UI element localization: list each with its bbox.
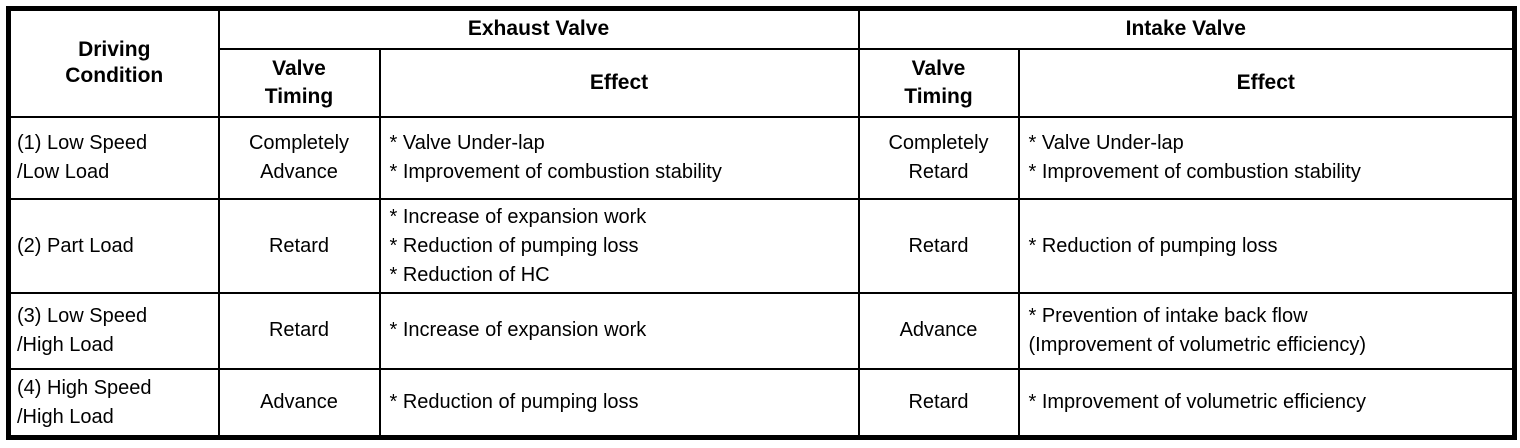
effect-line: * Increase of expansion work: [389, 205, 647, 228]
cell-exhaust-timing: Retard: [217, 291, 381, 371]
effect-line: * Improvement of combustion stability: [1028, 161, 1361, 184]
cell-intake-timing: Completely Retard: [857, 115, 1020, 201]
cell-intake-timing: Advance: [857, 291, 1020, 371]
header-intake-valve-timing: Valve Timing: [857, 47, 1020, 118]
cell-intake-timing: Retard: [857, 198, 1020, 294]
effect-line: * Improvement of volumetric efficiency: [1028, 391, 1367, 414]
table-row-part-load: (2) Part Load Retard * Increase of expan…: [7, 198, 1516, 294]
header-exhaust-effect: Effect: [378, 47, 860, 118]
table-row-low-speed-low-load: (1) Low Speed /Low Load Completely Advan…: [7, 115, 1516, 201]
cell-exhaust-effects: * Valve Under-lap * Improvement of combu…: [378, 115, 860, 201]
cell-exhaust-effects: * Increase of expansion work: [378, 291, 860, 371]
effect-line: * Reduction of pumping loss: [1028, 234, 1278, 257]
cell-intake-effects: * Improvement of volumetric efficiency: [1017, 368, 1516, 439]
effect-line: * Prevention of intake back flow (Improv…: [1028, 304, 1367, 356]
header-exhaust-valve: Exhaust Valve: [217, 7, 860, 50]
effect-line: * Increase of expansion work: [389, 319, 647, 342]
cell-condition: (2) Part Load: [7, 198, 220, 294]
cell-intake-effects: * Valve Under-lap * Improvement of combu…: [1017, 115, 1516, 201]
table-row-low-speed-high-load: (3) Low Speed /High Load Retard * Increa…: [7, 291, 1516, 371]
cell-condition: (1) Low Speed /Low Load: [7, 115, 220, 201]
cell-exhaust-timing: Retard: [217, 198, 381, 294]
effect-line: * Reduction of pumping loss: [389, 391, 639, 414]
cell-exhaust-timing: Completely Advance: [217, 115, 381, 201]
cell-intake-effects: * Reduction of pumping loss: [1017, 198, 1516, 294]
effect-line: * Reduction of pumping loss: [389, 234, 639, 257]
header-intake-effect: Effect: [1017, 47, 1516, 118]
cell-exhaust-timing: Advance: [217, 368, 381, 439]
cell-condition: (3) Low Speed /High Load: [7, 291, 220, 371]
table-subheader-row: Valve Timing Effect Valve Timing Effect: [9, 47, 1516, 118]
valve-timing-table-container: Driving Condition Exhaust Valve Intake V…: [3, 3, 1517, 445]
cell-condition: (4) High Speed /High Load: [7, 368, 220, 439]
effect-line: * Valve Under-lap: [389, 132, 545, 155]
effect-line: * Improvement of combustion stability: [389, 161, 722, 184]
cell-exhaust-effects: * Increase of expansion work * Reduction…: [378, 198, 860, 294]
table-header-group-row: Driving Condition Exhaust Valve Intake V…: [7, 7, 1516, 118]
effect-line: * Reduction of HC: [389, 263, 550, 286]
cell-intake-timing: Retard: [857, 368, 1020, 439]
valve-timing-effect-table: Driving Condition Exhaust Valve Intake V…: [6, 6, 1517, 440]
cell-intake-effects: * Prevention of intake back flow (Improv…: [1017, 291, 1516, 371]
header-exhaust-valve-timing: Valve Timing: [217, 47, 381, 118]
cell-exhaust-effects: * Reduction of pumping loss: [378, 368, 860, 439]
header-intake-valve: Intake Valve: [857, 7, 1516, 50]
table-row-high-speed-high-load: (4) High Speed /High Load Advance * Redu…: [7, 368, 1516, 439]
header-driving-condition: Driving Condition: [7, 7, 220, 118]
effect-line: * Valve Under-lap: [1028, 132, 1184, 155]
